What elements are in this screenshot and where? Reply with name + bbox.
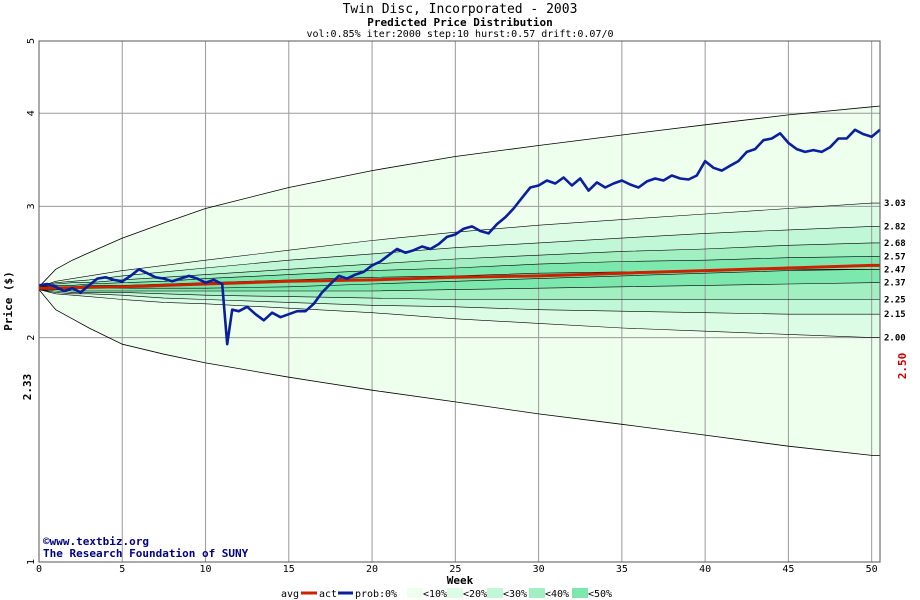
band-end-label: 2.25 [884, 295, 906, 305]
chart-title: Twin Disc, Incorporated - 2003 [343, 2, 578, 17]
y-tick-label: 2 [26, 335, 37, 341]
chart-params: vol:0.85% iter:2000 step:10 hurst:0.57 d… [306, 29, 613, 40]
x-axis-label: Week [447, 574, 474, 587]
y-tick-label: 1 [26, 559, 37, 565]
legend-level-swatch [487, 588, 503, 598]
x-tick-label: 0 [36, 564, 42, 575]
legend-level-swatch [407, 588, 423, 598]
x-tick-label: 10 [200, 564, 212, 575]
x-tick-label: 50 [866, 564, 878, 575]
y-tick-label: 5 [26, 38, 37, 44]
legend-level-swatch [572, 588, 588, 598]
band-end-label: 2.57 [884, 252, 906, 262]
x-tick-label: 5 [119, 564, 125, 575]
legend-avg-label: avg [281, 589, 299, 600]
legend-level-label: 0% [385, 589, 397, 600]
band-end-label: 2.00 [884, 334, 906, 344]
legend-level-label: <50% [588, 589, 612, 600]
legend-level-label: <30% [503, 589, 527, 600]
legend-level-swatch [447, 588, 463, 598]
band-upper-line [38, 202, 880, 288]
band-upper-line [38, 242, 880, 288]
credit-website: ©www.textbiz.org [43, 535, 149, 548]
x-tick-label: 15 [283, 564, 295, 575]
x-tick-label: 30 [533, 564, 545, 575]
band-end-label: 2.15 [884, 310, 906, 320]
credit-organization: The Research Foundation of SUNY [43, 547, 249, 560]
band-end-label: 2.47 [884, 265, 906, 275]
band-upper-line [38, 226, 880, 288]
legend-level-label: <10% [423, 589, 447, 600]
band-lower-line [38, 289, 880, 315]
x-tick-label: 45 [782, 564, 794, 575]
x-tick-label: 20 [366, 564, 378, 575]
y-tick-label: 4 [26, 110, 37, 116]
legend-level-label: <20% [463, 589, 487, 600]
band-end-label: 2.82 [884, 222, 906, 232]
band-end-label: 2.68 [884, 239, 906, 249]
legend-act-label: act [319, 589, 337, 600]
band-upper-line [38, 256, 880, 288]
legend: avg act prob: 0% <10% <20% <30% <40% <50% [281, 588, 612, 600]
x-tick-label: 25 [449, 564, 461, 575]
actual-price-line [38, 128, 881, 346]
band-end-label: 3.03 [884, 199, 906, 209]
start-price-label: 2.33 [21, 374, 34, 401]
y-tick-label: 3 [26, 203, 37, 209]
band-end-label: 2.37 [884, 279, 906, 289]
plot-area: 0 5 10 15 20 25 30 35 40 45 50123453.032.822.682.5… [26, 38, 906, 575]
legend-level-label: <40% [545, 589, 569, 600]
x-tick-label: 35 [616, 564, 628, 575]
avg-price-line [38, 263, 880, 290]
legend-level-swatch [529, 588, 545, 598]
legend-prob-label: prob: [355, 589, 385, 600]
band-lower-line [38, 289, 880, 338]
band-outer-lower-line [38, 289, 880, 456]
y-axis-label: Price ($) [2, 271, 15, 331]
band-outer-upper-line [38, 105, 881, 288]
x-tick-label: 40 [699, 564, 711, 575]
final-avg-label: 2.50 [896, 353, 909, 380]
plot-frame [38, 40, 881, 563]
chart-subtitle: Predicted Price Distribution [367, 16, 552, 29]
